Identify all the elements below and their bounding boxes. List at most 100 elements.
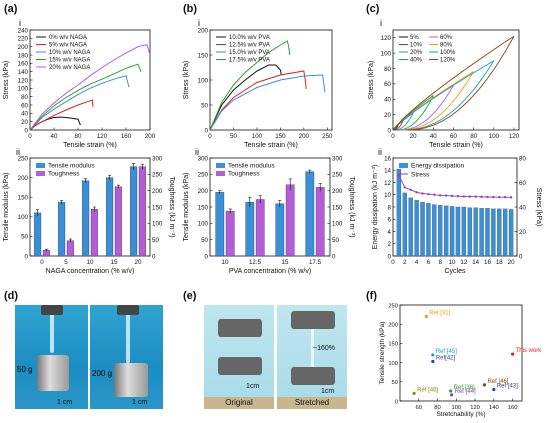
legend-label: 10% (410, 43, 423, 49)
point-label: Ref [43] (497, 383, 518, 389)
y-tick-label: 250 (18, 155, 29, 162)
y-tick-label: 100 (198, 77, 209, 84)
bar (461, 206, 467, 257)
bar (455, 206, 461, 257)
x-tick-label: 120 (97, 133, 108, 140)
caption-stretched: Stretched (277, 397, 347, 409)
photo-e-original: 1cm Original (204, 305, 274, 409)
series-line (209, 70, 307, 131)
y-tick-label: 50 (332, 237, 339, 244)
photo-e-stretched: ~160% 1cm Stretched (277, 305, 347, 409)
x-tick-label: 0 (208, 133, 212, 140)
x-tick-label: 160 (508, 405, 518, 411)
y-tick-label: 250 (388, 303, 398, 309)
y-axis-label: Energy dissipation (kJ m⁻³) (372, 165, 379, 250)
bar (315, 187, 325, 257)
x-tick-label: 40 (430, 133, 437, 140)
legend-label: Tensile modulus (48, 163, 95, 170)
y-tick-label: 120 (18, 77, 29, 84)
y-tick-label: 2 (388, 241, 392, 248)
panel-label-f: (f) (366, 290, 377, 302)
series-line (209, 40, 291, 131)
y-tick-label: 100 (332, 221, 343, 228)
bar (491, 208, 496, 257)
legend-label: Stress (411, 171, 430, 178)
y-tick-label: 0 (205, 253, 209, 260)
y-axis-label: Tensile strength (kPa) (379, 322, 386, 385)
x-tick-label: 200 (145, 133, 156, 140)
legend-label: Toughness (228, 171, 260, 178)
y-tick-label: 12 (384, 180, 391, 187)
scatter-point (492, 387, 496, 392)
y-tick-label: 150 (18, 195, 29, 202)
y-tick-label: 0 (388, 253, 392, 260)
x-axis-label: Tensile strain (%) (244, 142, 298, 149)
y-tick-label: 100 (152, 221, 163, 228)
x-tick-label: 160 (121, 133, 132, 140)
x-tick-label: 14 (472, 259, 479, 266)
bar (503, 208, 508, 257)
y-tick-label: 20 (384, 112, 391, 119)
scale-bar-e2: 1cm (321, 388, 335, 395)
weight-label-200g: 200 g (92, 369, 113, 378)
legend-label: Energy dissipation (411, 163, 464, 170)
y-tick-label: 40 (384, 97, 391, 104)
y-tick-label: 100 (381, 50, 392, 57)
bar (508, 209, 514, 257)
scatter-point (431, 359, 435, 364)
bar (275, 203, 285, 257)
bar (58, 202, 66, 257)
hysteresis-loop (392, 35, 515, 131)
legend-label: 100% (440, 50, 456, 56)
bar (225, 211, 235, 257)
plot-frame (399, 304, 523, 402)
hysteresis-loop (392, 60, 495, 131)
x-tick-label: 10 (222, 259, 229, 266)
y-tick-label: 20 (519, 229, 526, 236)
legend-label: 80% (440, 43, 453, 49)
x-tick-label: 120 (509, 133, 520, 140)
caption-original: Original (204, 397, 274, 409)
legend-swatch (36, 163, 45, 168)
y-tick-label: 50 (21, 234, 28, 241)
y-tick-label: 200 (388, 323, 398, 329)
legend-swatch (216, 163, 225, 168)
y-tick-label: 0 (152, 253, 156, 260)
x-tick-label: 80 (434, 405, 440, 411)
x-tick-label: 15 (111, 259, 118, 266)
x-tick-label: 0 (391, 259, 395, 266)
x-tick-label: 80 (75, 133, 82, 140)
clamp-icon (41, 305, 63, 315)
y-tick-label: 200 (18, 175, 29, 182)
gel-strip (311, 329, 314, 367)
y-tick-label: 40 (21, 111, 28, 118)
x-tick-label: 17.5 (309, 259, 322, 266)
y-tick-label: 60 (21, 102, 28, 109)
point-label: Ref [46] (417, 387, 438, 393)
sublabel-a-i: i (19, 18, 21, 28)
legend-label: 17.5% w/v PVA (229, 58, 270, 64)
y-axis-label: Tensile modulus (kPa) (183, 173, 190, 242)
bar (114, 186, 122, 257)
series-line (29, 116, 81, 131)
y-tick-label: 300 (332, 155, 343, 162)
legend-label: 12.5% w/v PVA (229, 43, 270, 49)
y-tick-label: 220 (18, 36, 29, 43)
bar (82, 180, 90, 257)
y-tick-label: 50 (201, 237, 208, 244)
y-tick-label: 150 (198, 52, 209, 59)
sublabel-c-i: i (380, 18, 382, 28)
y-tick-label: 250 (198, 172, 209, 179)
y-axis-label-right: Toughness (kJ m⁻³) (348, 176, 355, 237)
bar (449, 206, 455, 257)
x-tick-label: 140 (489, 405, 499, 411)
bar (479, 208, 484, 257)
y-tick-label: 250 (332, 172, 343, 179)
legend-label: 10.0% w/v PVA (229, 35, 270, 41)
x-tick-label: 10 (449, 259, 456, 266)
plot-frame (392, 29, 520, 131)
x-tick-label: 10 (87, 259, 94, 266)
panel-label-a: (a) (4, 3, 18, 15)
y-tick-label: 10 (384, 192, 391, 199)
